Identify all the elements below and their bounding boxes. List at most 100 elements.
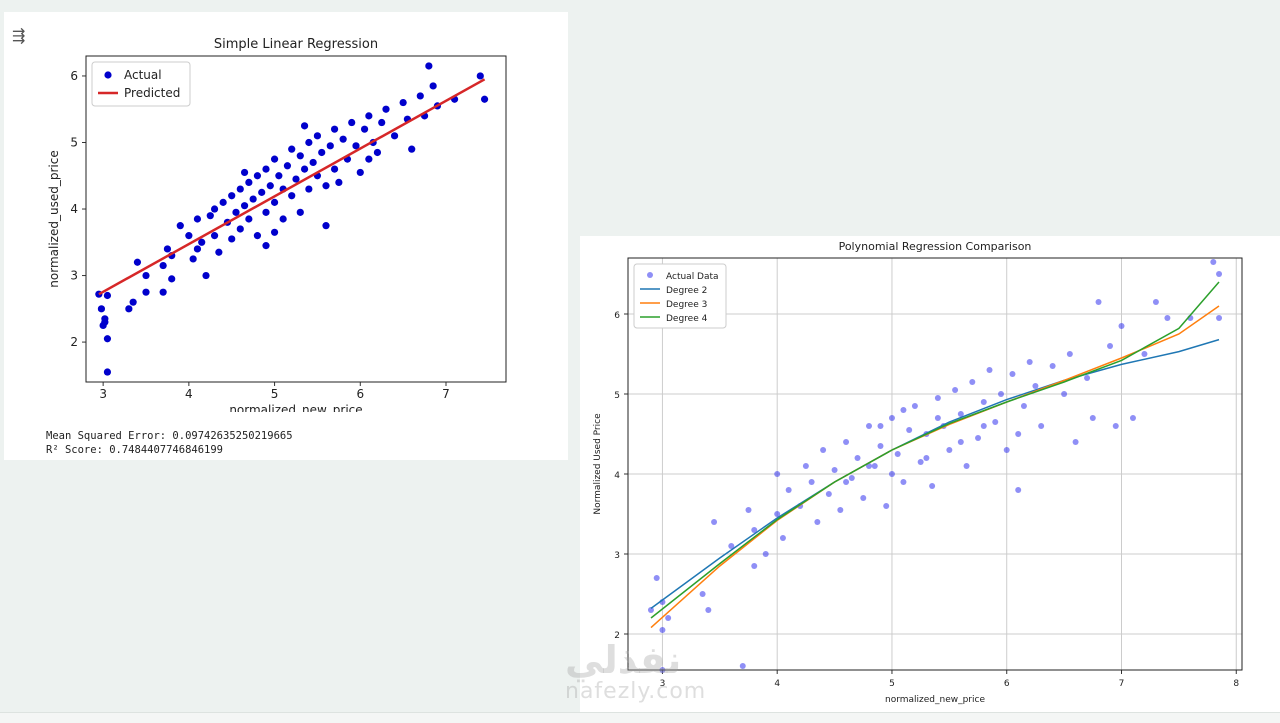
linear-regression-chart: Simple Linear Regression 3 4 5 6 7 2 3 4 5 6 normal… bbox=[47, 37, 507, 412]
collapse-output-icon[interactable]: ⇶ bbox=[12, 26, 26, 45]
x-tick-label: 6 bbox=[1004, 679, 1010, 689]
data-point bbox=[975, 435, 982, 441]
x-axis-label: normalized_new_price bbox=[885, 695, 985, 705]
data-point bbox=[185, 232, 193, 240]
data-point bbox=[659, 627, 666, 633]
data-point bbox=[292, 175, 300, 183]
data-point bbox=[352, 142, 360, 150]
data-point bbox=[101, 315, 109, 323]
data-point bbox=[425, 62, 433, 70]
data-point bbox=[416, 92, 424, 100]
data-point bbox=[1164, 315, 1171, 321]
data-point bbox=[665, 615, 672, 621]
data-point bbox=[275, 172, 283, 180]
data-point bbox=[837, 507, 844, 513]
data-point bbox=[262, 165, 270, 173]
y-axis-label: normalized_used_price bbox=[47, 150, 61, 287]
data-point bbox=[236, 225, 244, 233]
series-line-degree-2 bbox=[650, 338, 1220, 610]
data-point bbox=[309, 158, 317, 167]
data-point bbox=[888, 471, 895, 477]
y-tick-label: 6 bbox=[614, 311, 620, 321]
data-point bbox=[1084, 375, 1091, 381]
x-tick-label: 7 bbox=[1119, 679, 1125, 689]
data-point bbox=[300, 122, 309, 130]
chart-title: Polynomial Regression Comparison bbox=[839, 240, 1032, 253]
data-point bbox=[877, 443, 884, 449]
data-point bbox=[860, 495, 867, 501]
data-point bbox=[97, 305, 106, 313]
data-point bbox=[1061, 391, 1068, 397]
data-point bbox=[326, 142, 334, 150]
data-point bbox=[1066, 351, 1073, 357]
data-point bbox=[240, 202, 249, 210]
legend-label: Degree 4 bbox=[666, 314, 708, 324]
data-point bbox=[992, 419, 999, 425]
data-point bbox=[653, 575, 660, 581]
legend-marker bbox=[104, 71, 112, 79]
data-point bbox=[360, 125, 369, 133]
data-point bbox=[711, 519, 718, 525]
data-point bbox=[1020, 403, 1027, 409]
data-point bbox=[163, 245, 172, 253]
linear-regression-output: Simple Linear Regression 3 4 5 6 7 2 3 4 5 6 normal… bbox=[4, 12, 568, 460]
data-point bbox=[888, 415, 895, 421]
data-point bbox=[906, 427, 913, 433]
data-point bbox=[348, 118, 356, 127]
x-tick-label: 4 bbox=[774, 679, 780, 689]
y-tick-label: 2 bbox=[614, 631, 620, 641]
data-point bbox=[288, 145, 296, 153]
data-point bbox=[103, 335, 112, 343]
data-point bbox=[934, 395, 941, 401]
data-point bbox=[288, 192, 296, 200]
data-point bbox=[300, 165, 309, 173]
data-point bbox=[1003, 447, 1010, 453]
data-point bbox=[228, 192, 236, 200]
data-point bbox=[378, 118, 386, 127]
data-point bbox=[318, 148, 326, 157]
data-point bbox=[480, 95, 489, 103]
data-point bbox=[894, 451, 901, 457]
y-tick-label: 6 bbox=[70, 69, 78, 83]
data-point bbox=[728, 543, 735, 549]
data-point bbox=[963, 463, 970, 469]
data-point bbox=[911, 403, 918, 409]
data-point bbox=[262, 242, 270, 250]
data-point bbox=[133, 258, 142, 266]
data-point bbox=[1049, 363, 1056, 369]
data-point bbox=[399, 98, 407, 107]
data-point bbox=[745, 507, 752, 513]
data-point bbox=[871, 463, 878, 469]
series-line-degree-4 bbox=[650, 281, 1220, 619]
data-point bbox=[356, 168, 364, 177]
data-point bbox=[296, 152, 304, 160]
y-tick-label: 3 bbox=[70, 269, 78, 283]
data-point bbox=[820, 447, 827, 453]
data-point bbox=[335, 178, 343, 187]
data-point bbox=[751, 527, 758, 533]
data-point bbox=[142, 271, 150, 280]
data-point bbox=[125, 305, 133, 313]
data-point bbox=[408, 145, 416, 153]
data-point bbox=[382, 105, 390, 113]
data-point bbox=[986, 367, 993, 373]
x-tick-label: 3 bbox=[660, 679, 666, 689]
data-point bbox=[917, 459, 924, 465]
data-point bbox=[1118, 323, 1125, 329]
data-point bbox=[705, 607, 712, 613]
data-point bbox=[1216, 315, 1223, 321]
data-point bbox=[266, 182, 274, 190]
data-point bbox=[1015, 487, 1022, 493]
data-point bbox=[866, 423, 873, 429]
legend: Actual Predicted bbox=[91, 61, 191, 107]
x-tick-label: 5 bbox=[271, 387, 279, 401]
x-tick-label: 7 bbox=[442, 387, 450, 401]
data-point bbox=[245, 178, 253, 187]
data-point bbox=[253, 232, 262, 240]
data-point bbox=[946, 447, 953, 453]
data-point bbox=[240, 168, 249, 177]
data-point bbox=[339, 135, 347, 143]
data-point bbox=[253, 172, 262, 180]
data-point bbox=[283, 162, 292, 170]
data-point bbox=[831, 467, 838, 473]
